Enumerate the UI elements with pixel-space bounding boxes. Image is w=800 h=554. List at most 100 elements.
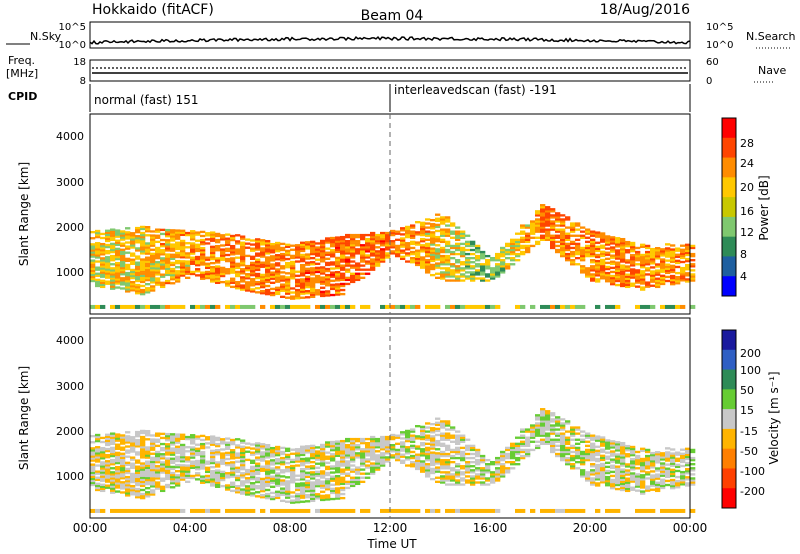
velocity-cell [110, 475, 116, 478]
velocity-cell [600, 456, 606, 460]
power-cell [135, 287, 141, 291]
power-cell [365, 262, 371, 265]
power-cell [240, 243, 246, 246]
power-cell [465, 275, 471, 278]
power-cell [370, 235, 376, 239]
power-cell [460, 254, 466, 258]
velocity-cell [455, 463, 461, 466]
power-cell [240, 264, 246, 267]
power-cell [130, 289, 136, 292]
power-cell [165, 261, 171, 264]
power-cell [585, 232, 591, 235]
power-cell [110, 236, 116, 239]
power-cell [680, 244, 686, 247]
power-cell [585, 228, 591, 231]
power-cell [605, 235, 611, 238]
power-cell [355, 233, 361, 237]
velocity-cell [390, 448, 396, 451]
power-cell [325, 290, 331, 293]
power-cell [305, 304, 311, 309]
power-cell [160, 283, 166, 287]
velocity-cell [300, 449, 306, 453]
power-cell [630, 274, 636, 277]
velocity-cell [585, 448, 591, 452]
power-cell [230, 261, 236, 264]
power-cell [115, 280, 121, 283]
velocity-cell [595, 508, 601, 513]
velocity-cell [340, 454, 346, 457]
velocity-cell [110, 467, 116, 470]
power-cell [115, 255, 121, 259]
velocity-cell [265, 478, 271, 481]
power-cell [115, 243, 121, 246]
power-cell [425, 246, 431, 250]
power-cell [160, 304, 166, 309]
velocity-cell [370, 464, 376, 467]
velocity-cell [235, 508, 241, 513]
power-cell [645, 244, 651, 248]
power-cell [455, 234, 461, 237]
velocity-cell [145, 480, 151, 484]
power-cell [300, 272, 306, 275]
power-cell [155, 273, 161, 276]
power-cell [285, 264, 291, 267]
power-cell [100, 232, 106, 236]
power-cell [630, 272, 636, 275]
power-cell [250, 290, 256, 293]
power-cell [425, 248, 431, 252]
velocity-cell [595, 465, 601, 469]
power-cell [685, 247, 691, 251]
power-cell [550, 242, 556, 246]
velocity-cell [210, 443, 216, 446]
power-cell [550, 238, 556, 241]
power-cell [180, 249, 186, 253]
power-cell [425, 226, 431, 229]
velocity-cell [610, 460, 616, 463]
velocity-cell [345, 466, 351, 469]
power-cell [105, 252, 111, 255]
velocity-cell [430, 422, 436, 426]
power-cell [245, 281, 251, 284]
power-cell [295, 292, 301, 296]
power-cell [150, 287, 156, 290]
power-cell [175, 231, 181, 234]
power-cell [240, 241, 246, 244]
velocity-cell [335, 442, 341, 445]
power-cell [540, 206, 546, 209]
velocity-cell [305, 500, 311, 503]
power-cell [365, 237, 371, 241]
power-cell [340, 250, 346, 253]
velocity-cell [220, 452, 226, 455]
velocity-cell [295, 458, 301, 461]
velocity-cell [580, 475, 586, 478]
power-cell [315, 266, 321, 270]
velocity-cell [590, 471, 596, 474]
velocity-cell [295, 452, 301, 455]
power-cell [145, 287, 151, 290]
velocity-cell [620, 484, 626, 488]
power-cell [670, 270, 676, 274]
velocity-cell [610, 464, 616, 467]
velocity-cell [200, 459, 206, 462]
power-cell [135, 235, 141, 238]
power-cell [335, 293, 341, 296]
velocity-cell [405, 429, 411, 433]
velocity-cell [625, 479, 631, 482]
power-cell [385, 246, 391, 249]
power-cell [470, 261, 476, 264]
power-cell [405, 225, 411, 229]
velocity-cell [105, 474, 111, 477]
velocity-cell [545, 424, 551, 427]
power-cell [580, 265, 586, 268]
power-cell [275, 241, 281, 245]
power-cell [145, 260, 151, 263]
power-cell [560, 242, 566, 246]
power-cell [135, 263, 141, 266]
velocity-cell [215, 465, 221, 468]
power-cell [375, 242, 381, 245]
power-cell [645, 269, 651, 272]
power-cell [490, 259, 496, 262]
power-cell [240, 288, 246, 291]
velocity-cell [140, 464, 146, 467]
velocity-cell [435, 454, 441, 457]
